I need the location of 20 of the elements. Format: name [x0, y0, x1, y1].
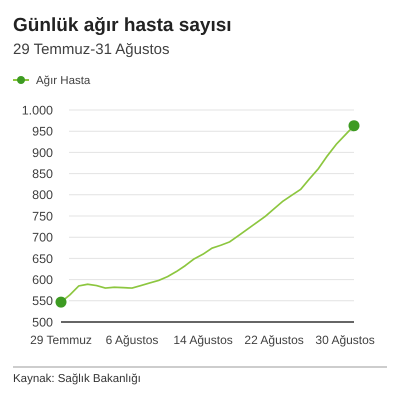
x-tick-label: 22 Ağustos [244, 333, 304, 347]
y-tick-label: 850 [32, 166, 54, 181]
y-tick-label: 700 [32, 230, 54, 245]
text: Kaynak: Sağlık Bakanlığı [13, 373, 141, 385]
chart-title: Günlük ağır hasta sayısı [13, 15, 232, 36]
y-tick-label: 1.000 [22, 103, 54, 118]
x-tick-label: 29 Temmuz [30, 333, 92, 347]
y-tick-label: 800 [32, 188, 54, 202]
y-tick-label: 900 [32, 146, 54, 160]
x-tick-label: 30 Ağustos [315, 333, 375, 347]
y-tick-label: 600 [32, 272, 54, 287]
y-tick-label: 750 [32, 209, 54, 224]
y-tick-label: 950 [32, 124, 54, 139]
y-tick-label: 500 [32, 315, 54, 330]
y-tick-label: 550 [32, 294, 54, 308]
chart-subtitle: 29 Temmuz-31 Ağustos [13, 41, 170, 58]
x-tick-label: 14 Ağustos [173, 333, 233, 347]
x-tick-label: 6 Ağustos [106, 333, 158, 347]
legend-label: Ağır Hasta [36, 75, 91, 87]
y-tick-label: 650 [32, 252, 54, 266]
